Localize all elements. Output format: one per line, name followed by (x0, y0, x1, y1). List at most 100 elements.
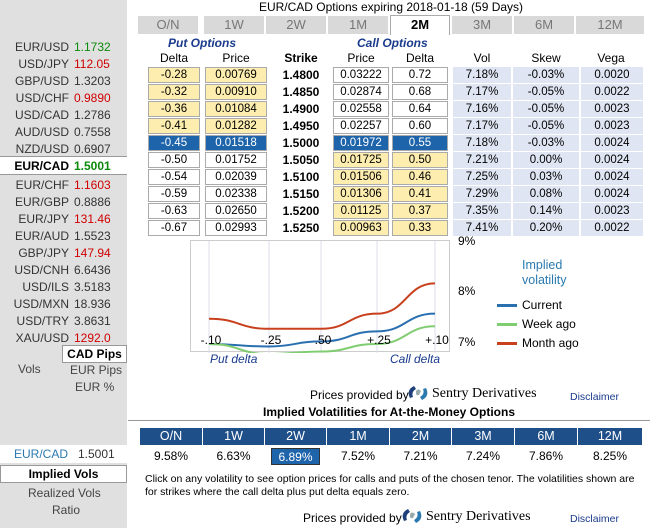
atm-tab-6m[interactable]: 6M (515, 428, 577, 445)
pair-row-usd-try[interactable]: USD/TRY 3.8631 (0, 312, 127, 329)
eur-percent-option[interactable]: EUR % (75, 380, 115, 394)
sentry-derivatives-brand-2[interactable]: Sentry Derivatives (426, 509, 531, 524)
cell-cprice[interactable]: 0.01125 (333, 203, 389, 219)
cell-pprice[interactable]: 0.02993 (205, 220, 267, 236)
disclaimer-link[interactable]: Disclaimer (570, 391, 620, 403)
cell-pprice[interactable]: 0.00769 (205, 67, 267, 83)
cell-cdelta[interactable]: 0.33 (392, 220, 448, 236)
atm-vol-2m[interactable]: 7.21% (403, 449, 438, 463)
cell-cprice[interactable]: 0.00963 (333, 220, 389, 236)
pair-name: USD/CHF (15, 91, 69, 105)
pair-row-usd-mxn[interactable]: USD/MXN 18.936 (0, 295, 127, 312)
cell-pdelta[interactable]: -0.50 (148, 152, 200, 168)
implied-vols-button[interactable]: Implied Vols (0, 465, 127, 483)
tab-3m[interactable]: 3M (452, 16, 512, 34)
pair-row-eur-usd[interactable]: EUR/USD 1.1732 (0, 38, 127, 55)
cell-cprice[interactable]: 0.01972 (333, 135, 389, 151)
cell-pdelta[interactable]: -0.59 (148, 186, 200, 202)
tab-on[interactable]: O/N (138, 16, 198, 34)
pair-row-usd-cad[interactable]: USD/CAD 1.2786 (0, 106, 127, 123)
cell-pprice[interactable]: 0.01282 (205, 118, 267, 134)
atm-vol-on[interactable]: 9.58% (153, 449, 189, 463)
vols-label[interactable]: Vols (18, 362, 41, 376)
disclaimer-link-2[interactable]: Disclaimer (570, 513, 620, 525)
tab-1w[interactable]: 1W (204, 16, 264, 34)
cell-cdelta[interactable]: 0.37 (392, 203, 448, 219)
cell-cprice[interactable]: 0.02874 (333, 84, 389, 100)
pair-row-gbp-jpy[interactable]: GBP/JPY 147.94 (0, 244, 127, 261)
pair-row-eur-jpy[interactable]: EUR/JPY 131.46 (0, 210, 127, 227)
pair-row-eur-cad[interactable]: EUR/CAD 1.5001 (0, 156, 127, 175)
pair-name: XAU/USD (15, 331, 69, 345)
cell-pprice[interactable]: 0.02338 (205, 186, 267, 202)
cell-cdelta[interactable]: 0.55 (392, 135, 448, 151)
tab-2m[interactable]: 2M (390, 15, 450, 35)
cell-pprice[interactable]: 0.02039 (205, 169, 267, 185)
cell-pdelta[interactable]: -0.41 (148, 118, 200, 134)
atm-tab-1w[interactable]: 1W (203, 428, 264, 445)
cell-cdelta[interactable]: 0.46 (392, 169, 448, 185)
cell-pdelta[interactable]: -0.54 (148, 169, 200, 185)
tab-6m[interactable]: 6M (514, 16, 574, 34)
atm-vol-3m[interactable]: 7.24% (465, 449, 501, 463)
tab-12m[interactable]: 12M (576, 16, 644, 34)
cell-pprice[interactable]: 0.00910 (205, 84, 267, 100)
cell-cdelta[interactable]: 0.41 (392, 186, 448, 202)
pair-row-usd-jpy[interactable]: USD/JPY 112.05 (0, 55, 127, 72)
cad-pips-button[interactable]: CAD Pips (62, 345, 127, 363)
cell-cdelta[interactable]: 0.50 (392, 152, 448, 168)
atm-tab-2w[interactable]: 2W (265, 428, 326, 445)
cell-pprice[interactable]: 0.02650 (205, 203, 267, 219)
strike-value: 1.5150 (282, 187, 320, 201)
atm-vol-6m[interactable]: 7.86% (528, 449, 564, 463)
atm-vol-1m[interactable]: 7.52% (340, 449, 376, 463)
atm-tab-12m[interactable]: 12M (578, 428, 642, 445)
cell-cdelta[interactable]: 0.68 (392, 84, 448, 100)
pair-row-eur-gbp[interactable]: EUR/GBP 0.8886 (0, 193, 127, 210)
cell-pdelta[interactable]: -0.45 (148, 135, 200, 151)
realized-vols-option[interactable]: Realized Vols (28, 486, 101, 500)
cell-cprice[interactable]: 0.03222 (333, 67, 389, 83)
atm-tab-2m[interactable]: 2M (390, 428, 451, 445)
y-tick-label: 7% (458, 334, 476, 349)
cell-pdelta[interactable]: -0.67 (148, 220, 200, 236)
cell-cprice[interactable]: 0.01306 (333, 186, 389, 202)
atm-tab-1m[interactable]: 1M (327, 428, 389, 445)
pair-row-xau-usd[interactable]: XAU/USD 1292.0 (0, 329, 127, 346)
cell-pprice[interactable]: 0.01752 (205, 152, 267, 168)
atm-vol-12m[interactable]: 8.25% (592, 449, 628, 463)
atm-pair-row[interactable]: EUR/CAD 1.5001 (0, 445, 127, 463)
pair-row-eur-chf[interactable]: EUR/CHF 1.1603 (0, 176, 127, 193)
pair-name: EUR/AUD (14, 229, 69, 243)
pair-row-usd-cnh[interactable]: USD/CNH 6.6436 (0, 261, 127, 278)
cell-pprice[interactable]: 0.01084 (205, 101, 267, 117)
cell-cprice[interactable]: 0.02257 (333, 118, 389, 134)
atm-tab-3m[interactable]: 3M (452, 428, 514, 445)
tab-1m[interactable]: 1M (328, 16, 388, 34)
put-options-heading: Put Options (168, 36, 236, 50)
ratio-option[interactable]: Ratio (52, 503, 81, 517)
pair-row-gbp-usd[interactable]: GBP/USD 1.3203 (0, 72, 127, 89)
cell-cdelta[interactable]: 0.64 (392, 101, 448, 117)
atm-vol-2w[interactable]: 6.89% (271, 448, 320, 465)
cell-pdelta[interactable]: -0.36 (148, 101, 200, 117)
tab-2w[interactable]: 2W (266, 16, 326, 34)
atm-vol-1w[interactable]: 6.63% (216, 449, 251, 463)
pair-row-eur-aud[interactable]: EUR/AUD 1.5523 (0, 227, 127, 244)
cell-pprice[interactable]: 0.01518 (205, 135, 267, 151)
cell-cprice[interactable]: 0.01725 (333, 152, 389, 168)
cell-pdelta[interactable]: -0.63 (148, 203, 200, 219)
pair-row-aud-usd[interactable]: AUD/USD 0.7558 (0, 123, 127, 140)
atm-tab-on[interactable]: O/N (140, 428, 202, 445)
cell-cprice[interactable]: 0.02558 (333, 101, 389, 117)
pair-row-nzd-usd[interactable]: NZD/USD 0.6907 (0, 140, 127, 157)
pair-row-usd-ils[interactable]: USD/ILS 3.5183 (0, 278, 127, 295)
cell-cdelta[interactable]: 0.72 (392, 67, 448, 83)
eur-pips-option[interactable]: EUR Pips (70, 363, 123, 377)
cell-cprice[interactable]: 0.01506 (333, 169, 389, 185)
cell-cdelta[interactable]: 0.60 (392, 118, 448, 134)
pair-row-usd-chf[interactable]: USD/CHF 0.9890 (0, 89, 127, 106)
cell-pdelta[interactable]: -0.32 (148, 84, 200, 100)
sentry-derivatives-brand[interactable]: Sentry Derivatives (432, 386, 537, 401)
cell-pdelta[interactable]: -0.28 (148, 67, 200, 83)
